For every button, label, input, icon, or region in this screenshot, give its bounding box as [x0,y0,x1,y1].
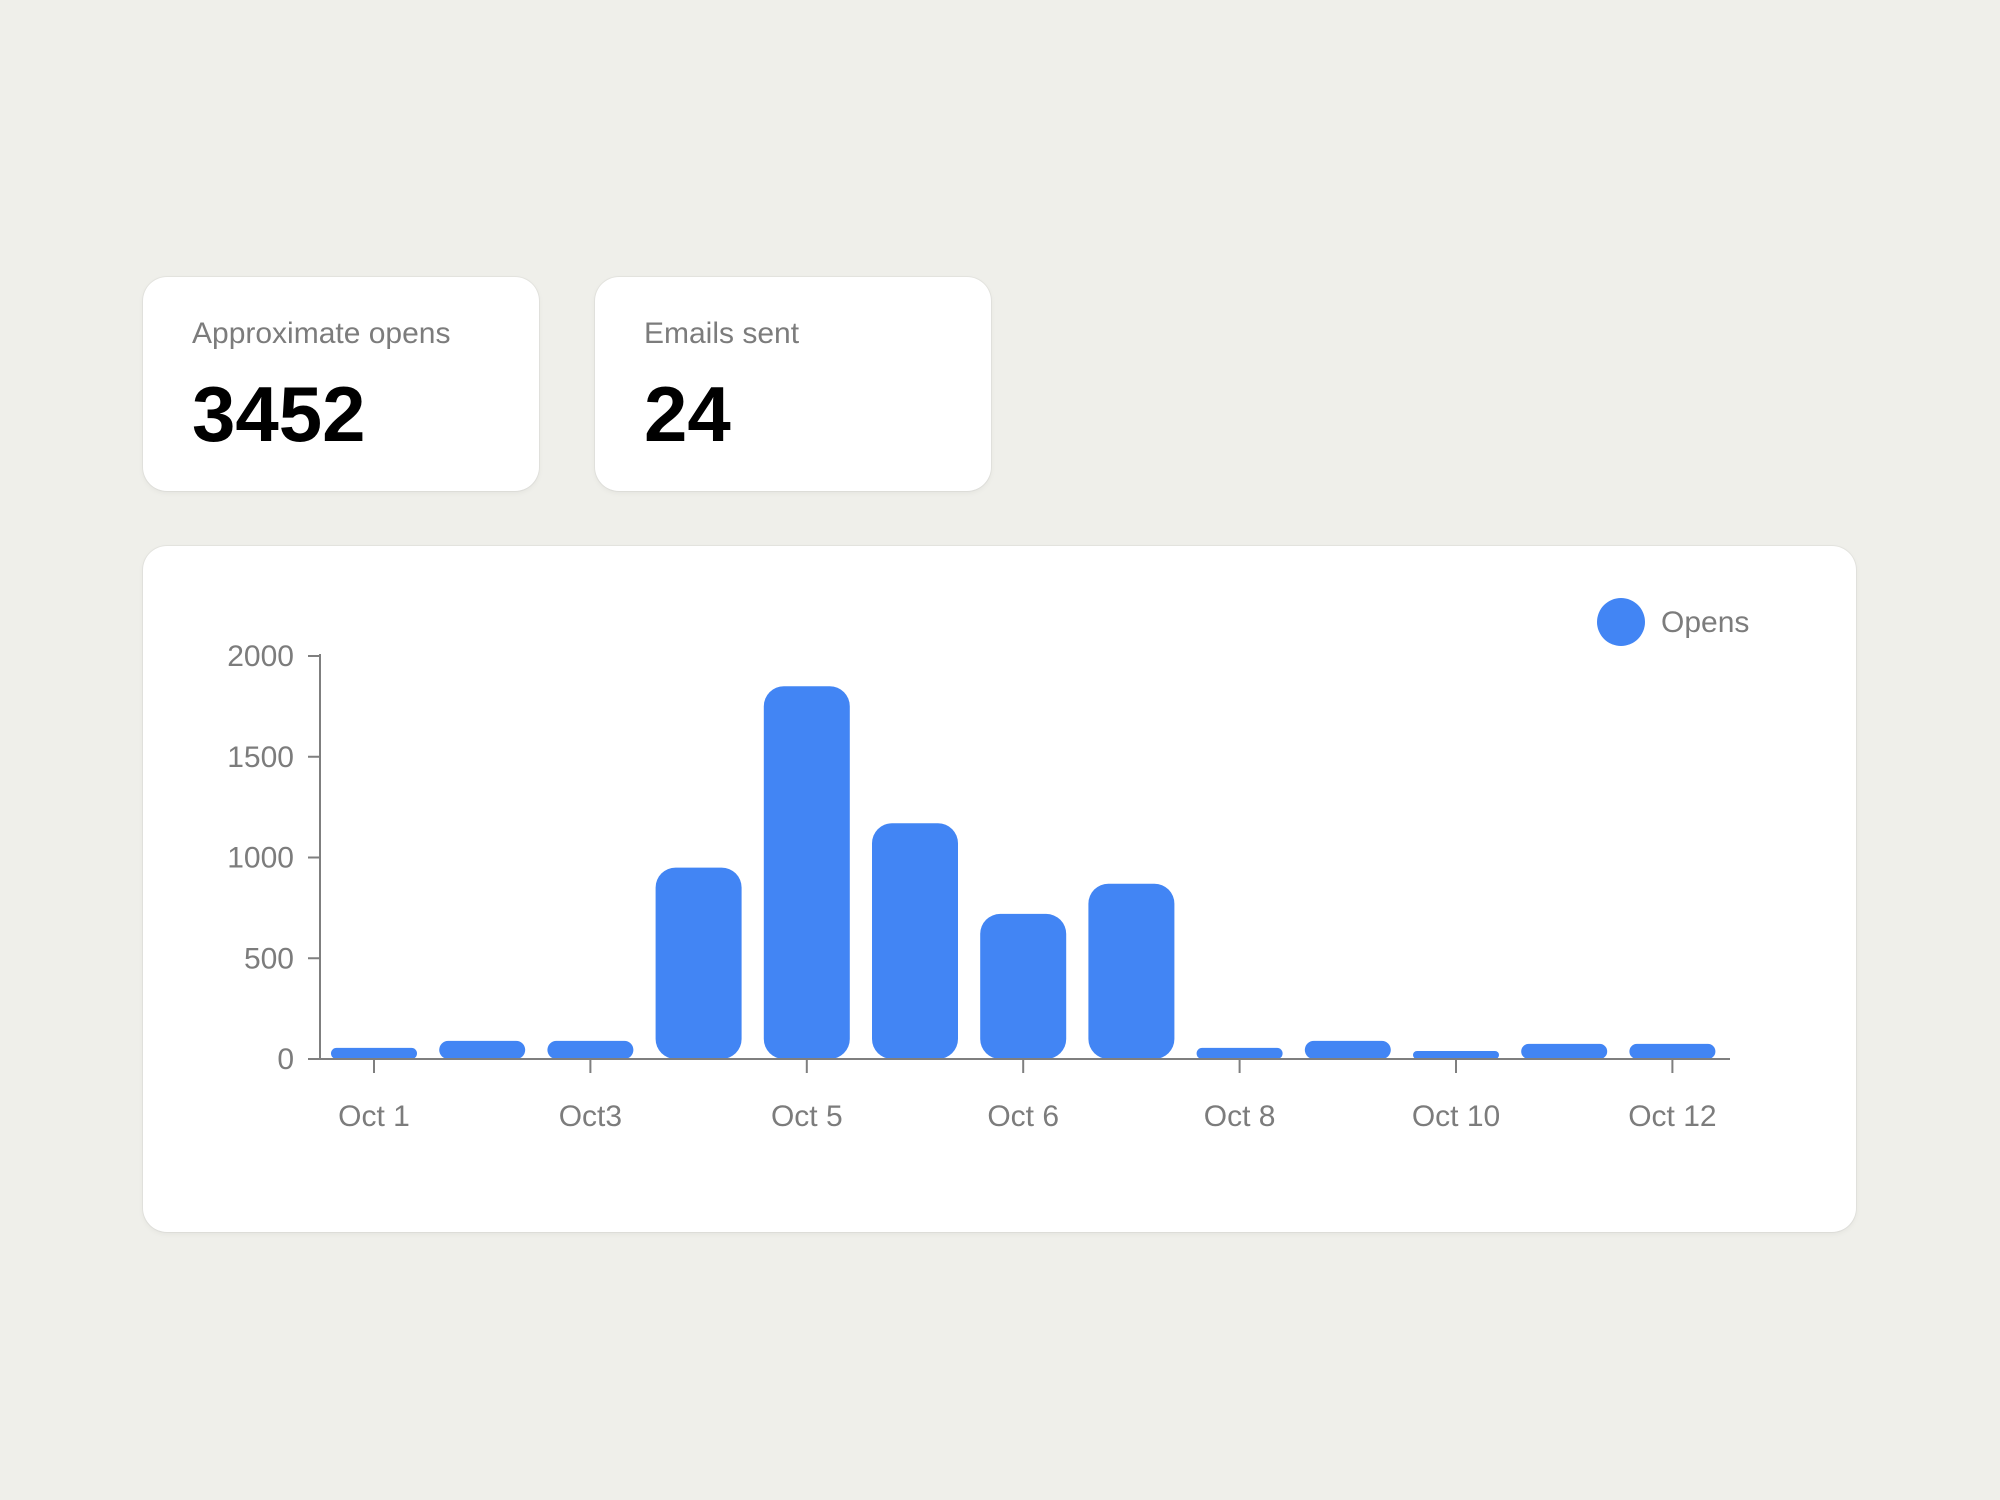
opens-bar-chart: 0 500 1000 1500 2000 Oct 1 Oct3 Oct 5 Oct 6 Oct 8… [227,598,1749,1133]
x-tick-label: Oct 8 [1204,1100,1276,1133]
approximate-opens-label: Approximate opens [192,317,451,350]
x-tick-label: Oct 5 [771,1100,843,1133]
y-tick-label: 1000 [227,842,294,875]
x-tick-label: Oct 1 [338,1100,410,1133]
bar-7 [980,913,1067,1059]
x-tick-label: Oct 10 [1412,1100,1500,1133]
bar-6 [872,823,958,1059]
bar-9 [1196,1047,1283,1059]
bar-5 [763,686,850,1059]
legend-swatch-opens [1597,598,1645,646]
emails-sent-label: Emails sent [644,317,800,350]
y-tick-label: 0 [277,1043,294,1076]
x-tick-label: Oct3 [559,1100,622,1133]
y-tick-label: 500 [244,942,294,975]
x-tick-label: Oct 12 [1628,1100,1716,1133]
legend-label-opens: Opens [1661,606,1749,639]
approximate-opens-card: Approximate opens 3452 [143,277,539,491]
bar-11 [1413,1050,1499,1059]
bar-1 [331,1047,417,1059]
bar-12 [1521,1043,1608,1059]
bar-8 [1088,883,1175,1059]
bar-13 [1629,1043,1716,1059]
opens-chart-card: 0 500 1000 1500 2000 Oct 1 Oct3 Oct 5 Oct 6 Oct 8… [143,546,1856,1232]
y-tick-label: 1500 [227,741,294,774]
bar-3 [547,1040,634,1059]
y-tick-label: 2000 [227,640,294,673]
bar-4 [655,867,742,1059]
emails-sent-value: 24 [644,370,731,458]
emails-sent-card: Emails sent 24 [595,277,991,491]
x-tick-label: Oct 6 [987,1100,1059,1133]
bar-10 [1304,1040,1391,1059]
bar-2 [439,1040,526,1059]
approximate-opens-value: 3452 [192,370,366,458]
